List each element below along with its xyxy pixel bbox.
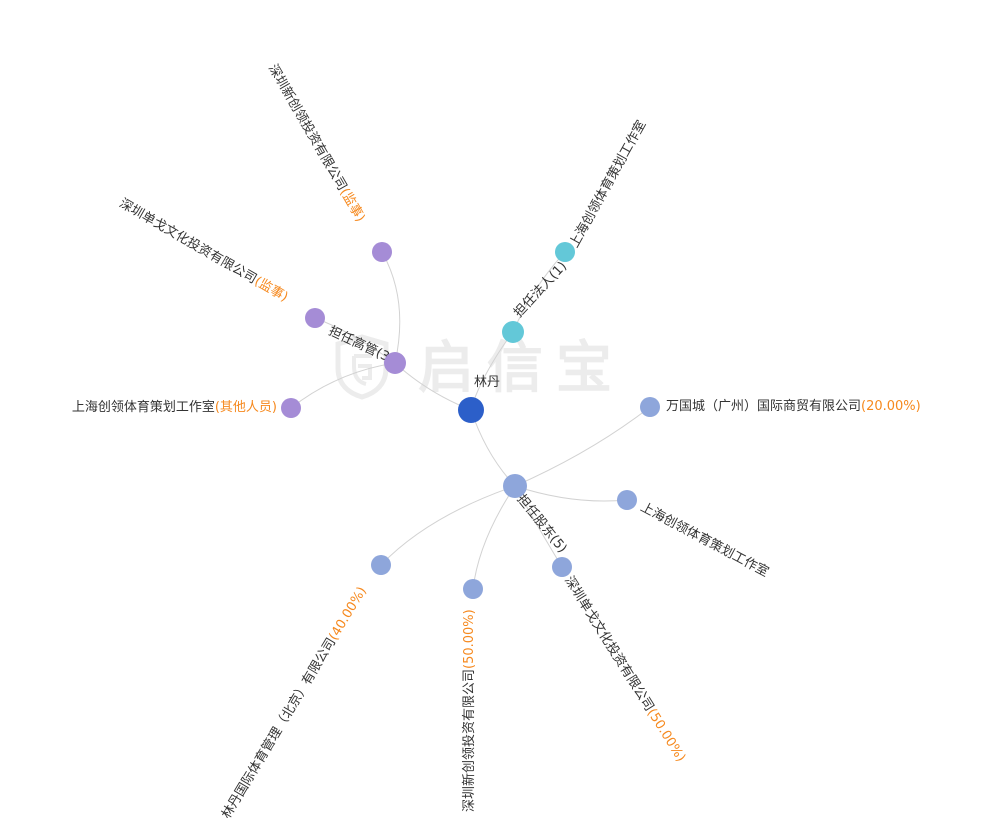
graph-node-company-shanghai-share[interactable] — [617, 490, 637, 510]
watermark-text: 启信宝 — [418, 336, 625, 401]
graph-node-company-wanguocheng[interactable] — [640, 397, 660, 417]
node-label-company-wanguocheng[interactable]: 万国城（广州）国际商贸有限公司(20.00%) — [666, 398, 921, 416]
edge-share-wanguocheng — [514, 406, 651, 487]
label-text: 深圳新创领投资有限公司 — [264, 62, 350, 194]
edge-person-shareholder — [470, 409, 516, 487]
label-role-suffix: (监事) — [251, 274, 291, 306]
graph-node-company-shanghai-exec[interactable] — [281, 398, 301, 418]
node-label-person-lindan[interactable]: 林丹 — [474, 374, 500, 392]
node-label-category-legal-rep: 担任法人(1) — [510, 258, 571, 322]
label-text: 万国城（广州）国际商贸有限公司 — [666, 399, 862, 414]
node-label-category-shareholder: 担任股东(5) — [512, 491, 570, 557]
graph-node-person-lindan[interactable] — [458, 397, 484, 423]
label-text: 深圳单戈文化投资有限公司 — [561, 573, 657, 715]
label-role-suffix: (20.00%) — [861, 399, 921, 414]
graph-node-company-shenzhenxin-exec[interactable] — [372, 242, 392, 262]
graph-node-category-executive[interactable] — [384, 352, 406, 374]
node-label-company-shanghai-legal[interactable]: 上海创领体育策划工作室 — [566, 118, 651, 252]
node-label-company-lindan-intl[interactable]: 林丹国际体育管理（北京）有限公司(40.00%) — [218, 584, 371, 823]
node-label-company-shenzhendan-exec[interactable]: 深圳单戈文化投资有限公司(监事) — [116, 195, 291, 307]
label-text: 林丹 — [473, 375, 501, 390]
graph-node-category-legal-rep[interactable] — [502, 321, 524, 343]
graph-node-company-shenzhenxin-share[interactable] — [463, 579, 483, 599]
label-role-suffix: (40.00%) — [326, 584, 370, 644]
graph-node-company-shanghai-legal[interactable] — [555, 242, 575, 262]
node-label-company-shanghai-share[interactable]: 上海创领体育策划工作室 — [637, 499, 772, 582]
edge-share-lindan-intl — [380, 485, 516, 566]
label-role-suffix: (监事) — [336, 185, 368, 225]
label-text: 深圳新创领投资有限公司 — [462, 668, 477, 812]
node-label-company-shenzhendan-share[interactable]: 深圳单戈文化投资有限公司(50.00%) — [559, 573, 689, 765]
node-label-company-shanghai-exec[interactable]: 上海创领体育策划工作室(其他人员) — [72, 399, 277, 417]
graph-node-company-shenzhendan-share[interactable] — [552, 557, 572, 577]
node-label-company-shenzhenxin-share[interactable]: 深圳新创领投资有限公司(50.00%) — [461, 609, 479, 812]
label-text: 深圳单戈文化投资有限公司 — [116, 196, 260, 288]
label-text: 上海创领体育策划工作室 — [637, 499, 772, 581]
label-role-suffix: (其他人员) — [214, 400, 277, 415]
label-text: 上海创领体育策划工作室 — [71, 400, 215, 415]
label-text: 林丹国际体育管理（北京）有限公司 — [219, 635, 340, 822]
edge-share-shenzhenxin — [472, 485, 516, 590]
label-text: 上海创领体育策划工作室 — [567, 118, 650, 251]
label-text: 担任股东(5) — [513, 491, 570, 557]
label-role-suffix: (50.00%) — [643, 706, 689, 765]
graph-node-company-lindan-intl[interactable] — [371, 555, 391, 575]
graph-node-category-shareholder[interactable] — [503, 474, 527, 498]
label-role-suffix: (50.00%) — [462, 609, 477, 669]
label-text: 担任法人(1) — [511, 259, 571, 321]
node-label-company-shenzhenxin-exec[interactable]: 深圳新创领投资有限公司(监事) — [263, 62, 368, 226]
graph-node-company-shenzhendan-exec[interactable] — [305, 308, 325, 328]
